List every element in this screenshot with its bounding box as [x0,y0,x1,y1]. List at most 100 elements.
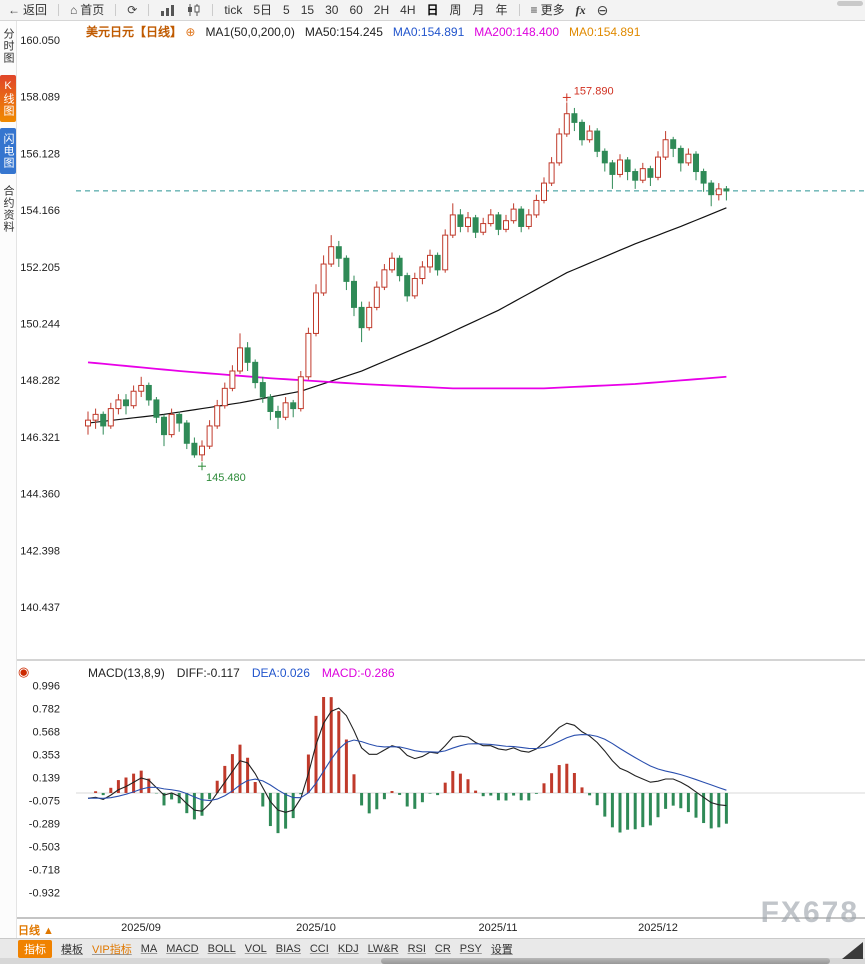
ma-settings-label: MA1(50,0,200,0) [205,24,295,39]
tab-rsi[interactable]: RSI [407,943,426,955]
macd-dea-value: DEA:0.026 [251,666,310,680]
ma-layer [87,207,727,424]
sidebar-item-time-chart[interactable]: 分时图 [2,28,14,64]
tab-lwr[interactable]: LW&R [367,943,399,955]
interval-60m[interactable]: 60 [349,3,363,17]
add-indicator-icon[interactable]: ⊕ [185,25,196,39]
horizontal-scrollbar-thumb[interactable] [380,958,831,964]
ma200-value: MA200:148.400 [474,24,560,39]
tab-vol[interactable]: VOL [244,943,267,955]
interval-weekly[interactable]: 周 [449,3,462,17]
top-scrollbar-thumb[interactable] [837,1,863,6]
bar-chart-type-button[interactable] [160,4,175,16]
interval-daily[interactable]: 日 [426,3,439,17]
home-icon: ⌂ [70,3,78,17]
candle-chart-type-button[interactable] [186,4,201,16]
period-dropdown-toggle[interactable]: 日线 ▲ [18,925,54,937]
svg-text:152.205: 152.205 [20,262,60,274]
svg-text:156.128: 156.128 [20,148,60,160]
top-toolbar: ← 返回 ⌂ 首页 ⟳ tick 5日 5 15 30 60 [0,0,865,21]
toolbar-separator [115,4,117,16]
macd-diff-value: DIFF:-0.117 [176,666,240,680]
macd-macd-value: MACD:-0.286 [321,666,395,680]
refresh-button[interactable]: ⟳ [127,1,137,19]
back-button[interactable]: ← 返回 [8,1,47,19]
tab-boll[interactable]: BOLL [207,943,236,955]
toolbar-separator [58,4,60,16]
indicator-settings-icon[interactable]: ◉ [18,664,30,679]
svg-text:158.089: 158.089 [20,92,60,104]
resize-corner-icon[interactable] [842,942,863,959]
more-label: 更多 [540,3,565,17]
tab-ma[interactable]: MA [140,943,158,955]
ma50-value: MA50:154.245 [304,24,383,39]
interval-tick[interactable]: tick [224,3,243,17]
svg-text:144.360: 144.360 [20,489,60,501]
interval-4h[interactable]: 4H [400,3,416,17]
price-chart-canvas[interactable]: 160.050 158.089 156.128 154.166 152.205 150.2… [16,20,865,920]
x-axis-label-oct: 2025/10 [296,922,336,934]
refresh-icon: ⟳ [127,3,138,17]
tab-template[interactable]: 模板 [61,944,83,956]
tab-bias[interactable]: BIAS [275,943,301,955]
chart-mode-sidebar: 分时图 K线图 闪电图 合约资料 [0,20,17,938]
svg-text:-0.718: -0.718 [29,865,60,877]
zoom-out-button[interactable]: ⊖ [597,1,609,19]
tab-indicator[interactable]: 指标 [18,940,52,958]
symbol-and-period: 美元日元【日线】 ⊕ [86,23,195,40]
svg-text:-0.075: -0.075 [29,796,60,808]
interval-5m[interactable]: 5 [283,3,290,17]
interval-yearly[interactable]: 年 [495,3,508,17]
back-label: 返回 [23,3,48,17]
candle-chart-icon [188,4,200,16]
tab-vip-indicator[interactable]: VIP指标 [92,944,132,956]
sidebar-item-contract-info[interactable]: 合约资料 [2,185,14,233]
svg-text:140.437: 140.437 [20,602,60,614]
x-axis-label-nov: 2025/11 [478,922,518,934]
zoom-out-icon: ⊖ [596,2,609,18]
hamburger-icon: ≡ [530,3,538,17]
horizontal-scrollbar[interactable] [0,958,865,964]
svg-text:146.321: 146.321 [20,432,60,444]
more-button[interactable]: ≡ 更多 [531,1,565,19]
svg-text:148.282: 148.282 [20,375,60,387]
tab-settings[interactable]: 设置 [490,944,513,956]
interval-15m[interactable]: 15 [300,3,315,17]
macd-header: MACD(13,8,9) DIFF:-0.117 DEA:0.026 MACD:… [88,666,395,680]
interval-2h[interactable]: 2H [373,3,390,17]
toolbar-separator [212,4,214,16]
svg-text:-0.503: -0.503 [29,841,60,853]
chart-header: 美元日元【日线】 ⊕ MA1(50,0,200,0) MA50:154.245 … [86,23,640,40]
home-label: 首页 [80,3,105,17]
home-button[interactable]: ⌂ 首页 [70,1,104,19]
svg-text:0.568: 0.568 [32,726,60,738]
svg-text:145.480: 145.480 [206,472,246,484]
tab-kdj[interactable]: KDJ [337,943,359,955]
toolbar-separator [148,4,150,16]
sidebar-item-lightning-chart[interactable]: 闪电图 [0,128,16,174]
symbol-title: 美元日元 [86,25,135,39]
svg-text:154.166: 154.166 [20,205,60,217]
svg-text:150.244: 150.244 [20,318,60,330]
indicator-tabbar: 指标 模板 VIP指标 MA MACD BOLL VOL BIAS CCI KD… [0,938,865,959]
tab-psy[interactable]: PSY [459,943,482,955]
interval-30m[interactable]: 30 [325,3,339,17]
fx678-watermark: FX678 [760,896,859,929]
tab-cr[interactable]: CR [434,943,451,955]
interval-5d[interactable]: 5日 [253,3,273,17]
axis-layer: 160.050 158.089 156.128 154.166 152.205 150.2… [16,35,865,919]
macd-layer: 0.996 0.782 0.568 0.353 0.139 -0.075 -0.289 -0.… [29,681,865,900]
interval-monthly[interactable]: 月 [472,3,485,17]
x-axis-label-sep: 2025/09 [121,922,161,934]
sidebar-item-kline-chart[interactable]: K线图 [0,75,16,122]
ma0-orange-value: MA0:154.891 [569,24,641,39]
tab-macd[interactable]: MACD [166,943,199,955]
svg-text:-0.932: -0.932 [29,888,60,900]
formula-button[interactable]: fx [575,3,586,17]
x-axis-label-dec: 2025/12 [638,922,678,934]
svg-text:0.782: 0.782 [32,703,60,715]
macd-params-label: MACD(13,8,9) [88,666,165,680]
tab-cci[interactable]: CCI [309,943,329,955]
bar-chart-icon [161,5,175,16]
